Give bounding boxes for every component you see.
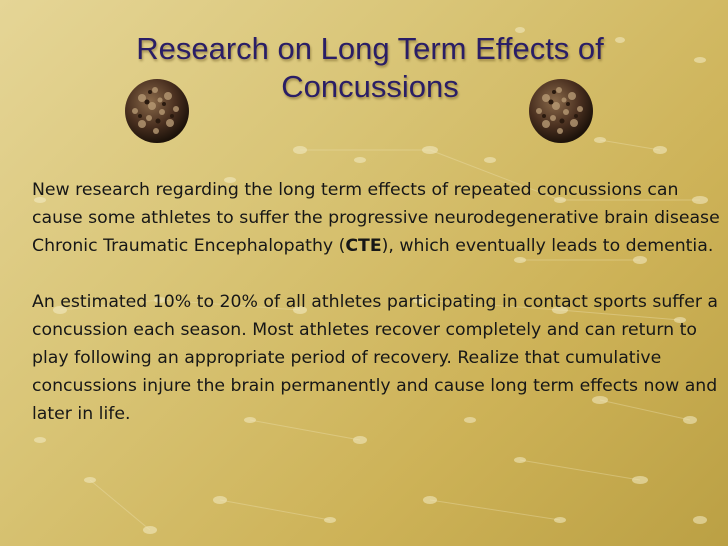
title-line-2: Concussions [281, 69, 459, 104]
paragraph-1-text: New research regarding the long term eff… [32, 180, 720, 256]
paragraph-1-text-end: ), which eventually leads to dementia. [381, 236, 714, 256]
slide-title: Research on Long Term Effects of Concuss… [70, 30, 670, 106]
paragraph-cte-research: New research regarding the long term eff… [32, 176, 722, 260]
slide-body: New research regarding the long term eff… [32, 176, 722, 456]
cte-abbreviation: CTE [345, 236, 382, 256]
textured-ball-icon [125, 79, 189, 143]
title-line-1: Research on Long Term Effects of [136, 31, 604, 66]
paragraph-concussion-statistics: An estimated 10% to 20% of all athletes … [32, 292, 719, 424]
textured-ball-icon [529, 79, 593, 143]
